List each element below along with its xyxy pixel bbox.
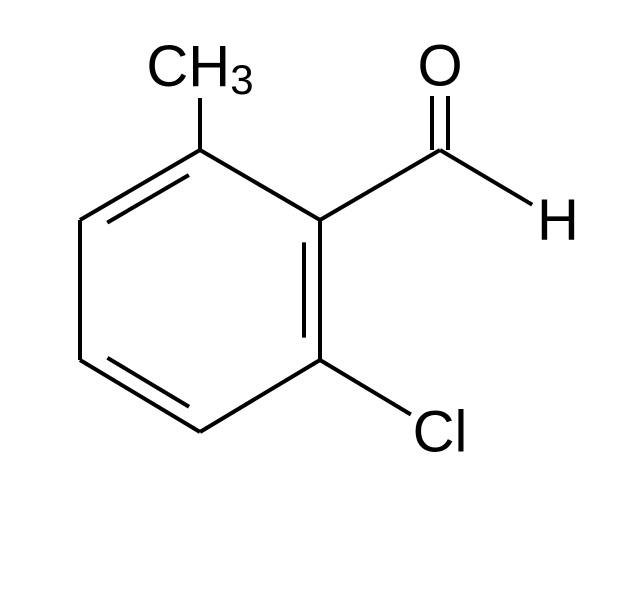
bond bbox=[320, 150, 440, 220]
bond bbox=[440, 150, 532, 205]
atom-label-O: O bbox=[417, 34, 462, 99]
bond bbox=[80, 360, 200, 432]
bond bbox=[80, 150, 200, 220]
bond bbox=[320, 360, 411, 415]
atom-label-H: H bbox=[537, 188, 579, 253]
atom-label-CH3: CH3 bbox=[146, 34, 253, 103]
molecule-diagram: O H CH3 Cl bbox=[0, 0, 640, 612]
bond bbox=[200, 360, 320, 432]
bond bbox=[200, 150, 320, 220]
atom-label-Cl: Cl bbox=[413, 400, 468, 465]
